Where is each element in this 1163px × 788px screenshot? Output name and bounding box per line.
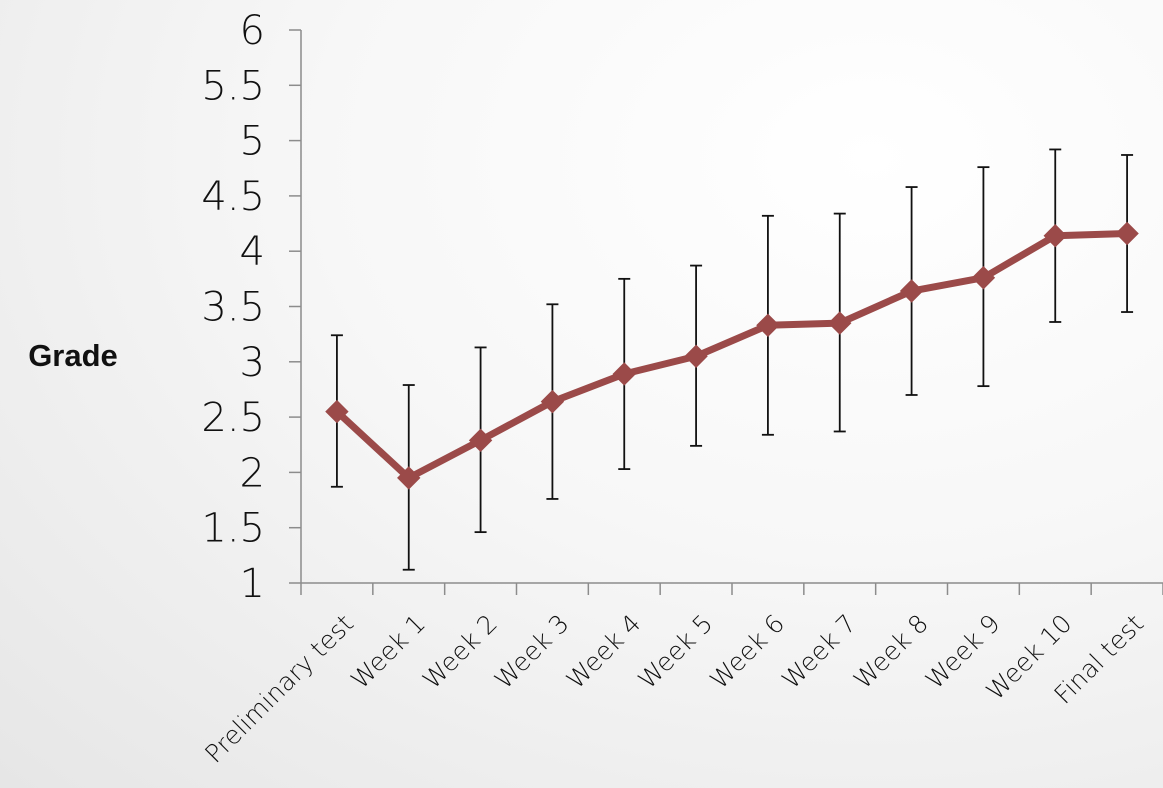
y-tick-label: 3 (240, 340, 265, 386)
x-category-label: Week 1 (345, 609, 431, 695)
y-tick-label: 2 (240, 450, 265, 496)
data-point-marker (756, 313, 780, 338)
series-line-group (333, 230, 1131, 482)
data-point-marker (828, 311, 852, 335)
data-point-marker (540, 389, 565, 414)
data-point-marker (899, 279, 924, 303)
data-point-marker (612, 362, 636, 386)
x-category-label: Week 6 (704, 609, 790, 695)
data-point-marker (971, 266, 996, 290)
x-category-label: Week 7 (776, 609, 862, 695)
x-category-label: Week 5 (633, 609, 719, 695)
data-point-marker (468, 428, 493, 453)
x-category-label: Week 4 (561, 609, 647, 695)
series-line (333, 230, 1131, 482)
y-tick-label: 2.5 (201, 395, 265, 441)
x-category-label: Week 3 (489, 609, 575, 695)
data-point-marker (1115, 221, 1139, 246)
y-tick-label: 3.5 (201, 285, 265, 331)
y-tick-label: 6 (240, 8, 265, 54)
y-tick-label: 5.5 (201, 63, 265, 109)
y-tick-label: 1 (240, 561, 265, 607)
y-axis-title: Grade (28, 338, 118, 373)
y-tick-label: 4 (240, 229, 265, 275)
x-category-label: Week 8 (848, 609, 934, 695)
data-point-marker (325, 399, 349, 424)
y-tick-label: 4.5 (201, 174, 265, 220)
y-tick-label: 1.5 (201, 506, 265, 552)
data-point-marker (1043, 224, 1067, 248)
data-point-marker (684, 344, 708, 368)
x-category-label: Preliminary test (199, 609, 359, 769)
y-tick-label: 5 (240, 119, 265, 165)
error-bars (330, 148, 1134, 571)
x-category-label: Week 2 (417, 609, 503, 695)
data-markers (325, 221, 1139, 490)
data-point-marker (397, 466, 421, 490)
axes (289, 29, 1163, 595)
